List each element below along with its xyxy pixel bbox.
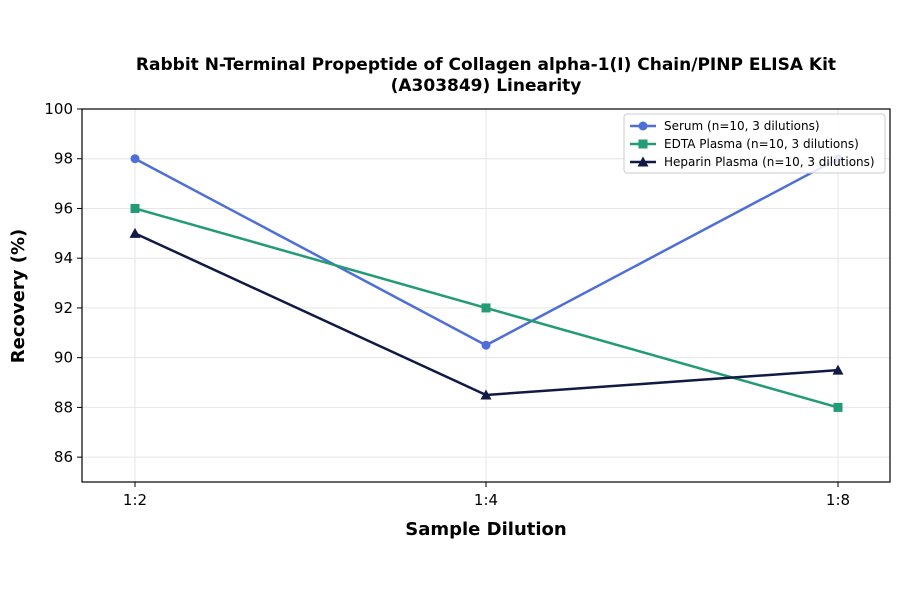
data-point <box>832 364 844 375</box>
y-axis-label: Recovery (%) <box>8 229 29 363</box>
series-layer <box>129 154 844 412</box>
series-3 <box>129 227 844 400</box>
y-tick-label: 98 <box>54 150 73 168</box>
x-axis-ticks: 1:2 1:4 1:8 <box>123 482 850 509</box>
data-point <box>130 154 140 164</box>
legend-entry: Serum (n=10, 3 dilutions) <box>630 119 820 133</box>
legend-label: Serum (n=10, 3 dilutions) <box>664 119 820 133</box>
y-tick-label: 90 <box>54 349 73 367</box>
y-tick-label: 92 <box>54 299 73 317</box>
legend-swatch-marker <box>638 139 648 149</box>
data-point <box>129 227 141 238</box>
legend: Serum (n=10, 3 dilutions) EDTA Plasma (n=… <box>623 113 886 174</box>
legend-swatch-marker <box>637 156 649 167</box>
legend-entry: EDTA Plasma (n=10, 3 dilutions) <box>630 137 859 151</box>
x-tick-label: 1:2 <box>123 491 147 509</box>
x-tick-label: 1:4 <box>474 491 498 509</box>
legend-label: Heparin Plasma (n=10, 3 dilutions) <box>664 155 875 169</box>
y-tick-label: 96 <box>54 199 73 217</box>
legend-label: EDTA Plasma (n=10, 3 dilutions) <box>664 137 859 151</box>
y-axis-ticks: 86 88 90 92 94 96 98 100 <box>44 100 82 466</box>
chart-subtitle: (A303849) Linearity <box>391 76 582 96</box>
legend-entry: Heparin Plasma (n=10, 3 dilutions) <box>630 155 875 169</box>
legend-swatch-marker <box>638 121 648 131</box>
x-tick-label: 1:8 <box>826 491 850 509</box>
data-point <box>480 389 492 400</box>
series-2 <box>130 203 843 412</box>
data-point <box>833 402 843 412</box>
legend-box <box>623 113 886 174</box>
data-point <box>481 303 491 313</box>
chart-title: Rabbit N-Terminal Propeptide of Collagen… <box>136 55 836 75</box>
data-point <box>130 203 140 213</box>
y-tick-label: 94 <box>54 249 73 267</box>
x-axis-label: Sample Dilution <box>405 519 566 540</box>
data-point <box>481 340 491 350</box>
y-tick-label: 100 <box>44 100 73 118</box>
y-tick-label: 86 <box>54 448 73 466</box>
y-tick-label: 88 <box>54 398 73 416</box>
